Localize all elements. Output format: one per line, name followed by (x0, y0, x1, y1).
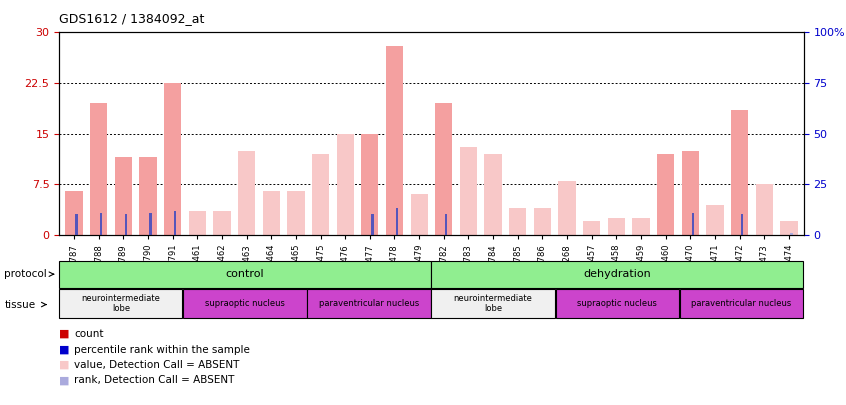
Bar (164, 83, 181, 235)
Bar (140, 157, 157, 235)
Bar (509, 208, 526, 235)
Bar (410, 194, 428, 235)
Bar (485, 154, 502, 235)
Text: count: count (74, 329, 104, 339)
Bar (173, 211, 176, 235)
Text: neurointermediate
lobe: neurointermediate lobe (453, 294, 532, 313)
Text: percentile rank within the sample: percentile rank within the sample (74, 345, 250, 354)
Text: paraventricular nucleus: paraventricular nucleus (319, 299, 419, 308)
Bar (371, 214, 374, 235)
Bar (790, 233, 793, 235)
Bar (238, 151, 255, 235)
Bar (288, 191, 305, 235)
Bar (755, 184, 773, 235)
Text: dehydration: dehydration (583, 269, 651, 279)
Bar (100, 213, 102, 235)
Bar (731, 110, 748, 235)
Bar (75, 214, 78, 235)
Bar (558, 181, 575, 235)
Bar (460, 147, 477, 235)
Bar (189, 211, 206, 235)
Bar (691, 213, 694, 235)
Bar (706, 205, 723, 235)
Bar (741, 214, 744, 235)
Bar (632, 218, 650, 235)
Bar (312, 154, 329, 235)
Text: value, Detection Call = ABSENT: value, Detection Call = ABSENT (74, 360, 239, 370)
Bar (682, 151, 699, 235)
Bar (124, 214, 127, 235)
Bar (361, 134, 378, 235)
Bar (386, 46, 403, 235)
Text: ■: ■ (59, 345, 69, 354)
Text: neurointermediate
lobe: neurointermediate lobe (81, 294, 160, 313)
Text: rank, Detection Call = ABSENT: rank, Detection Call = ABSENT (74, 375, 235, 385)
Bar (583, 222, 601, 235)
Bar (396, 207, 398, 235)
Bar (657, 154, 674, 235)
Text: supraoptic nucleus: supraoptic nucleus (577, 299, 657, 308)
Bar (780, 222, 798, 235)
Bar (337, 134, 354, 235)
Bar (435, 103, 453, 235)
Text: control: control (226, 269, 264, 279)
Bar (607, 218, 625, 235)
Text: GDS1612 / 1384092_at: GDS1612 / 1384092_at (59, 12, 205, 25)
Text: protocol: protocol (4, 269, 47, 279)
Bar (262, 191, 280, 235)
Text: ■: ■ (59, 329, 69, 339)
Text: paraventricular nucleus: paraventricular nucleus (691, 299, 791, 308)
Bar (149, 213, 151, 235)
Bar (213, 211, 231, 235)
Bar (115, 157, 132, 235)
Text: ■: ■ (59, 375, 69, 385)
Bar (445, 214, 448, 235)
Text: tissue: tissue (4, 300, 36, 309)
Text: ■: ■ (59, 360, 69, 370)
Bar (534, 208, 551, 235)
Bar (90, 103, 107, 235)
Text: supraoptic nucleus: supraoptic nucleus (205, 299, 285, 308)
Bar (65, 191, 83, 235)
